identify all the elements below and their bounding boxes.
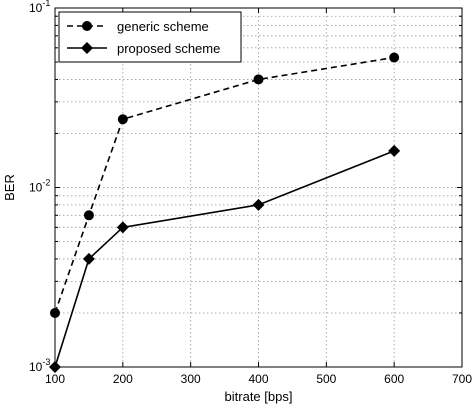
x-tick-labels: 100 200 300 400 500 600 700 (45, 372, 472, 386)
x-tick-label: 300 (181, 372, 201, 386)
x-axis-label: bitrate [bps] (225, 389, 293, 404)
x-tick-label: 200 (113, 372, 133, 386)
y-tick-label: 10-2 (29, 178, 50, 195)
legend-label: proposed scheme (117, 41, 220, 56)
y-tick-labels: 10-310-210-1 (29, 0, 50, 374)
y-axis-label: BER (2, 174, 17, 201)
x-tick-label: 700 (452, 372, 472, 386)
y-tick-exponent: -2 (42, 178, 50, 188)
legend-box (58, 11, 242, 63)
data-point-diamond (116, 221, 129, 234)
data-point-circle (389, 52, 400, 63)
series-proposed-scheme (49, 144, 401, 373)
y-tick-label: 10-1 (29, 0, 50, 15)
series-generic-scheme (50, 52, 400, 318)
series-layer (49, 52, 401, 373)
data-point-diamond (388, 144, 401, 157)
x-tick-label: 600 (384, 372, 404, 386)
y-tick-exponent: -3 (42, 357, 50, 367)
data-point-circle (117, 114, 128, 125)
y-tick-base: 10 (29, 181, 43, 195)
data-point-circle (253, 74, 264, 85)
data-point-diamond (82, 252, 95, 265)
legend-label: generic scheme (117, 19, 209, 34)
data-point-circle (83, 210, 94, 221)
data-point-diamond (49, 361, 61, 373)
y-tick-label: 10-3 (29, 357, 50, 374)
y-tick-base: 10 (29, 1, 43, 15)
data-point-circle (50, 307, 60, 318)
series-line (54, 56, 395, 314)
data-point-diamond (252, 198, 265, 211)
legend: generic scheme proposed scheme (58, 11, 242, 63)
y-tick-base: 10 (29, 360, 43, 374)
y-tick-exponent: -1 (42, 0, 50, 8)
legend-marker-circle (82, 21, 92, 31)
x-tick-label: 500 (316, 372, 336, 386)
legend-marker-diamond (81, 42, 93, 54)
x-tick-label: 100 (45, 372, 65, 386)
x-tick-label: 400 (248, 372, 268, 386)
